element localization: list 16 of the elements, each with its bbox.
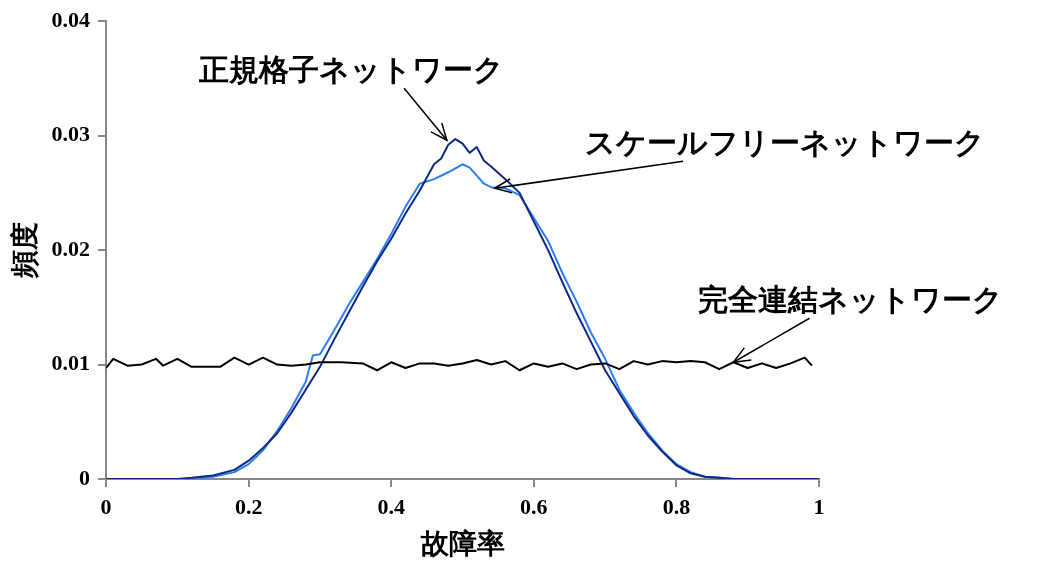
annotation: 正規格子ネットワーク	[198, 52, 505, 88]
annotation: スケールフリーネットワーク	[584, 125, 985, 161]
x-axis-title: 故障率	[419, 527, 505, 561]
x-tick-label: 0	[100, 493, 112, 519]
x-tick-label: 0.8	[662, 493, 691, 519]
x-tick-label: 0.2	[234, 493, 263, 519]
x-tick-label: 0.6	[520, 493, 548, 519]
y-tick-label: 0.04	[51, 6, 91, 32]
y-tick-label: 0.02	[51, 235, 91, 261]
y-axis-title: 頻度	[8, 222, 42, 280]
y-tick-label: 0.01	[51, 350, 91, 376]
y-tick-label: 0	[79, 464, 91, 490]
x-tick-label: 0.4	[377, 493, 406, 519]
x-tick-label: 1	[813, 493, 825, 519]
y-tick-label: 0.03	[51, 121, 91, 147]
annotation: 完全連結ネットワーク	[697, 282, 1003, 318]
